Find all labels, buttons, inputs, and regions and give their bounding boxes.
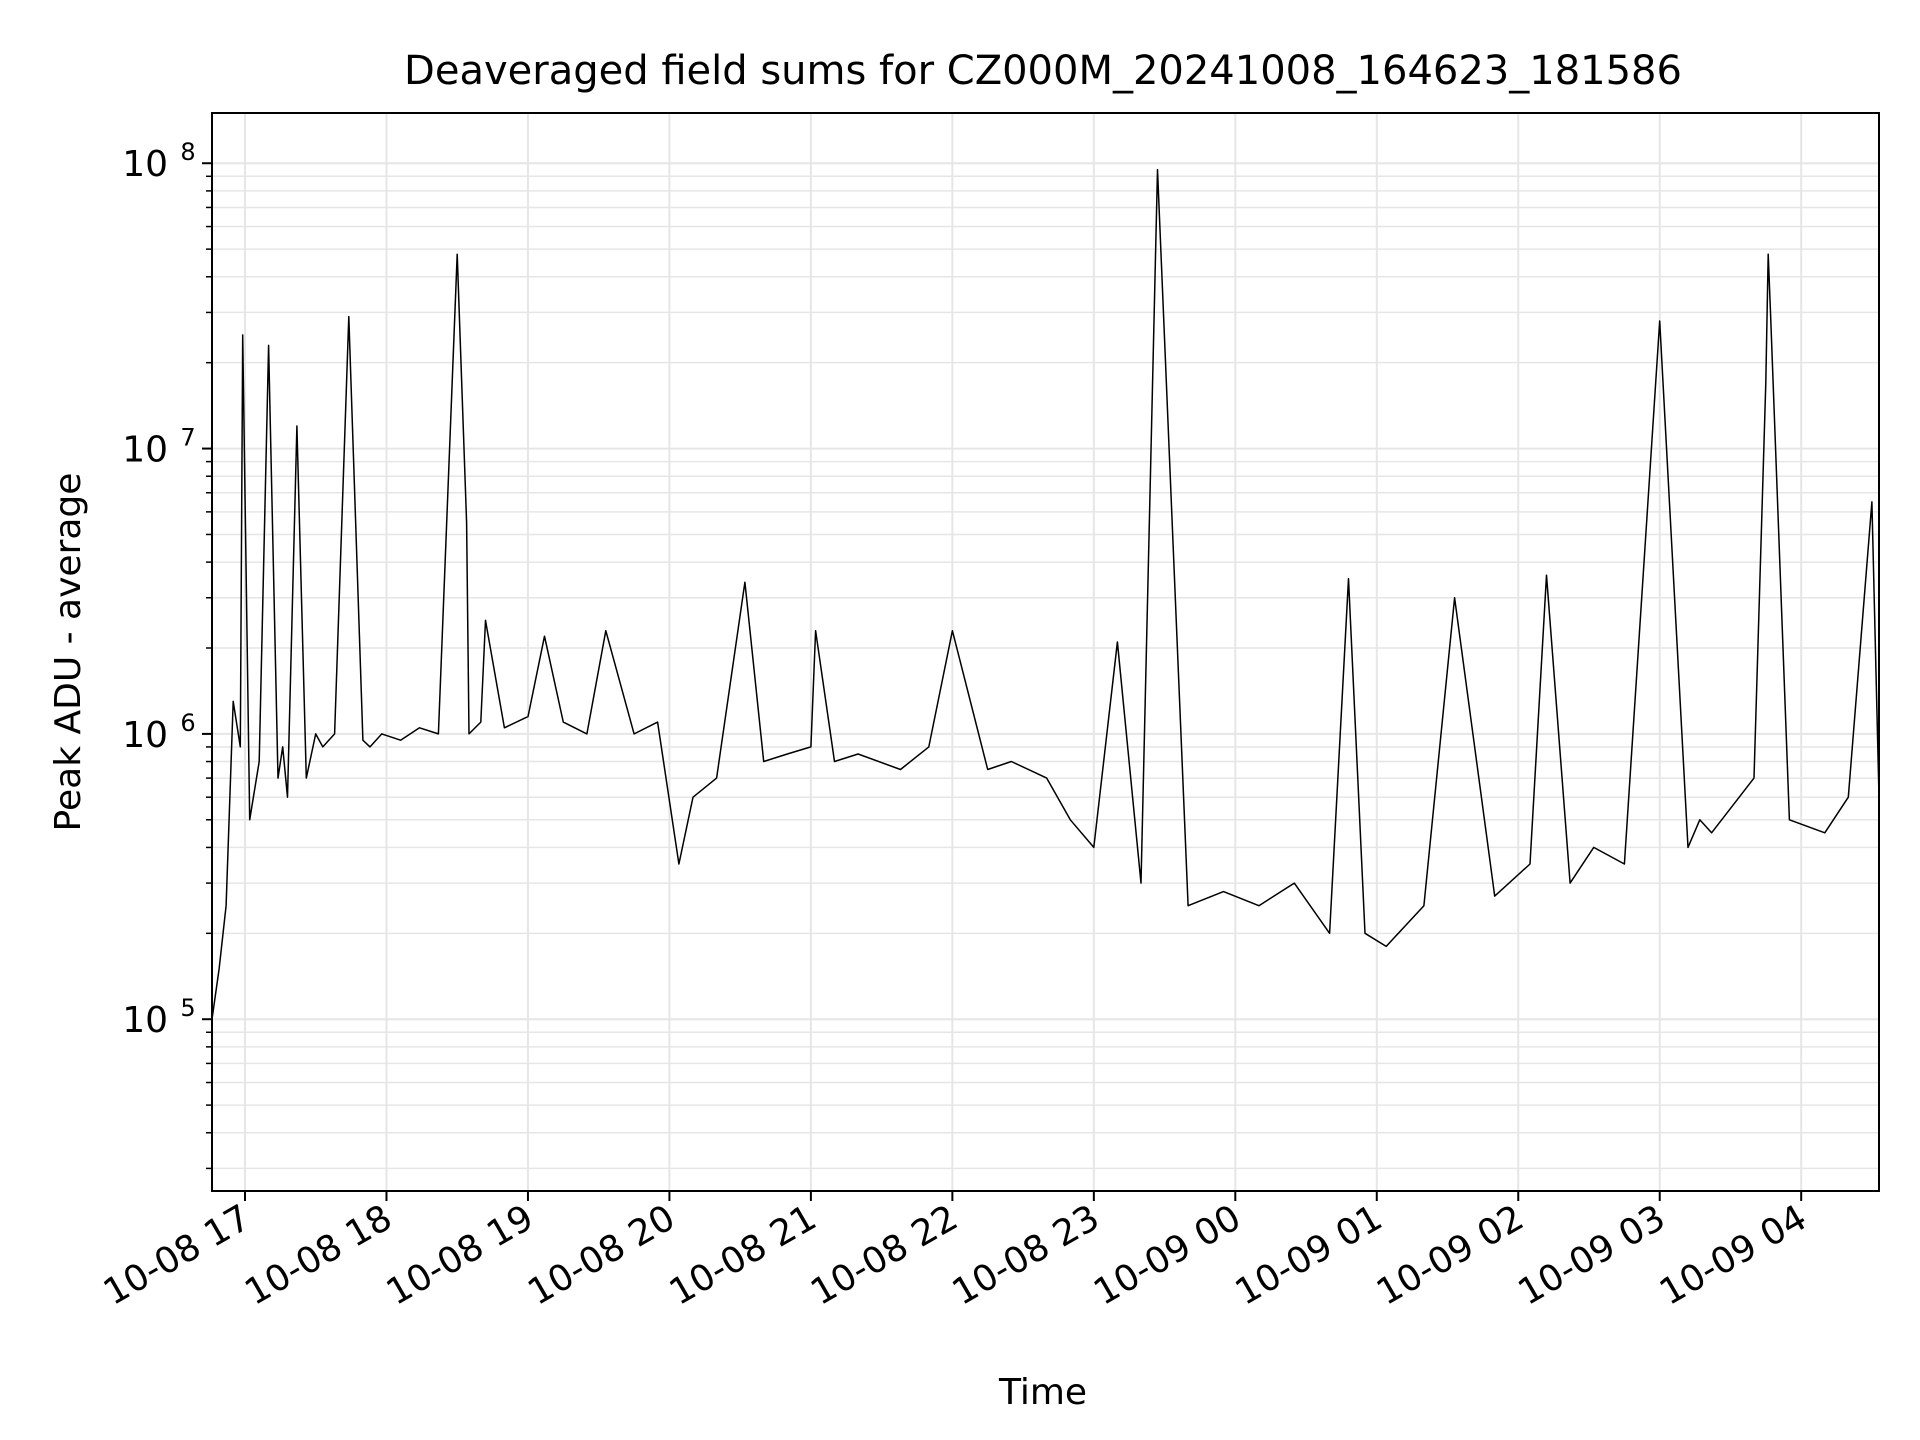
y-tick-label: 10 — [122, 715, 168, 756]
y-tick-exponent: 6 — [180, 709, 195, 737]
y-axis: 10 5 10 6 10 7 10 8 — [122, 138, 212, 1170]
series-line-0 — [211, 168, 1880, 1020]
x-axis-label: Time — [998, 1372, 1087, 1413]
series-group — [211, 168, 1880, 1020]
chart-title: Deaveraged field sums for CZ000M_2024100… — [404, 48, 1682, 94]
y-tick-exponent: 5 — [180, 994, 195, 1022]
grid — [212, 113, 1879, 1191]
plot-frame — [211, 112, 1880, 1192]
y-tick-label: 10 — [122, 430, 168, 471]
y-tick-label: 10 — [122, 144, 168, 185]
y-axis-label: Peak ADU - average — [48, 473, 89, 832]
y-tick-label: 10 — [122, 1000, 168, 1041]
y-tick-exponent: 8 — [180, 138, 195, 166]
y-tick-exponent: 7 — [180, 424, 195, 452]
